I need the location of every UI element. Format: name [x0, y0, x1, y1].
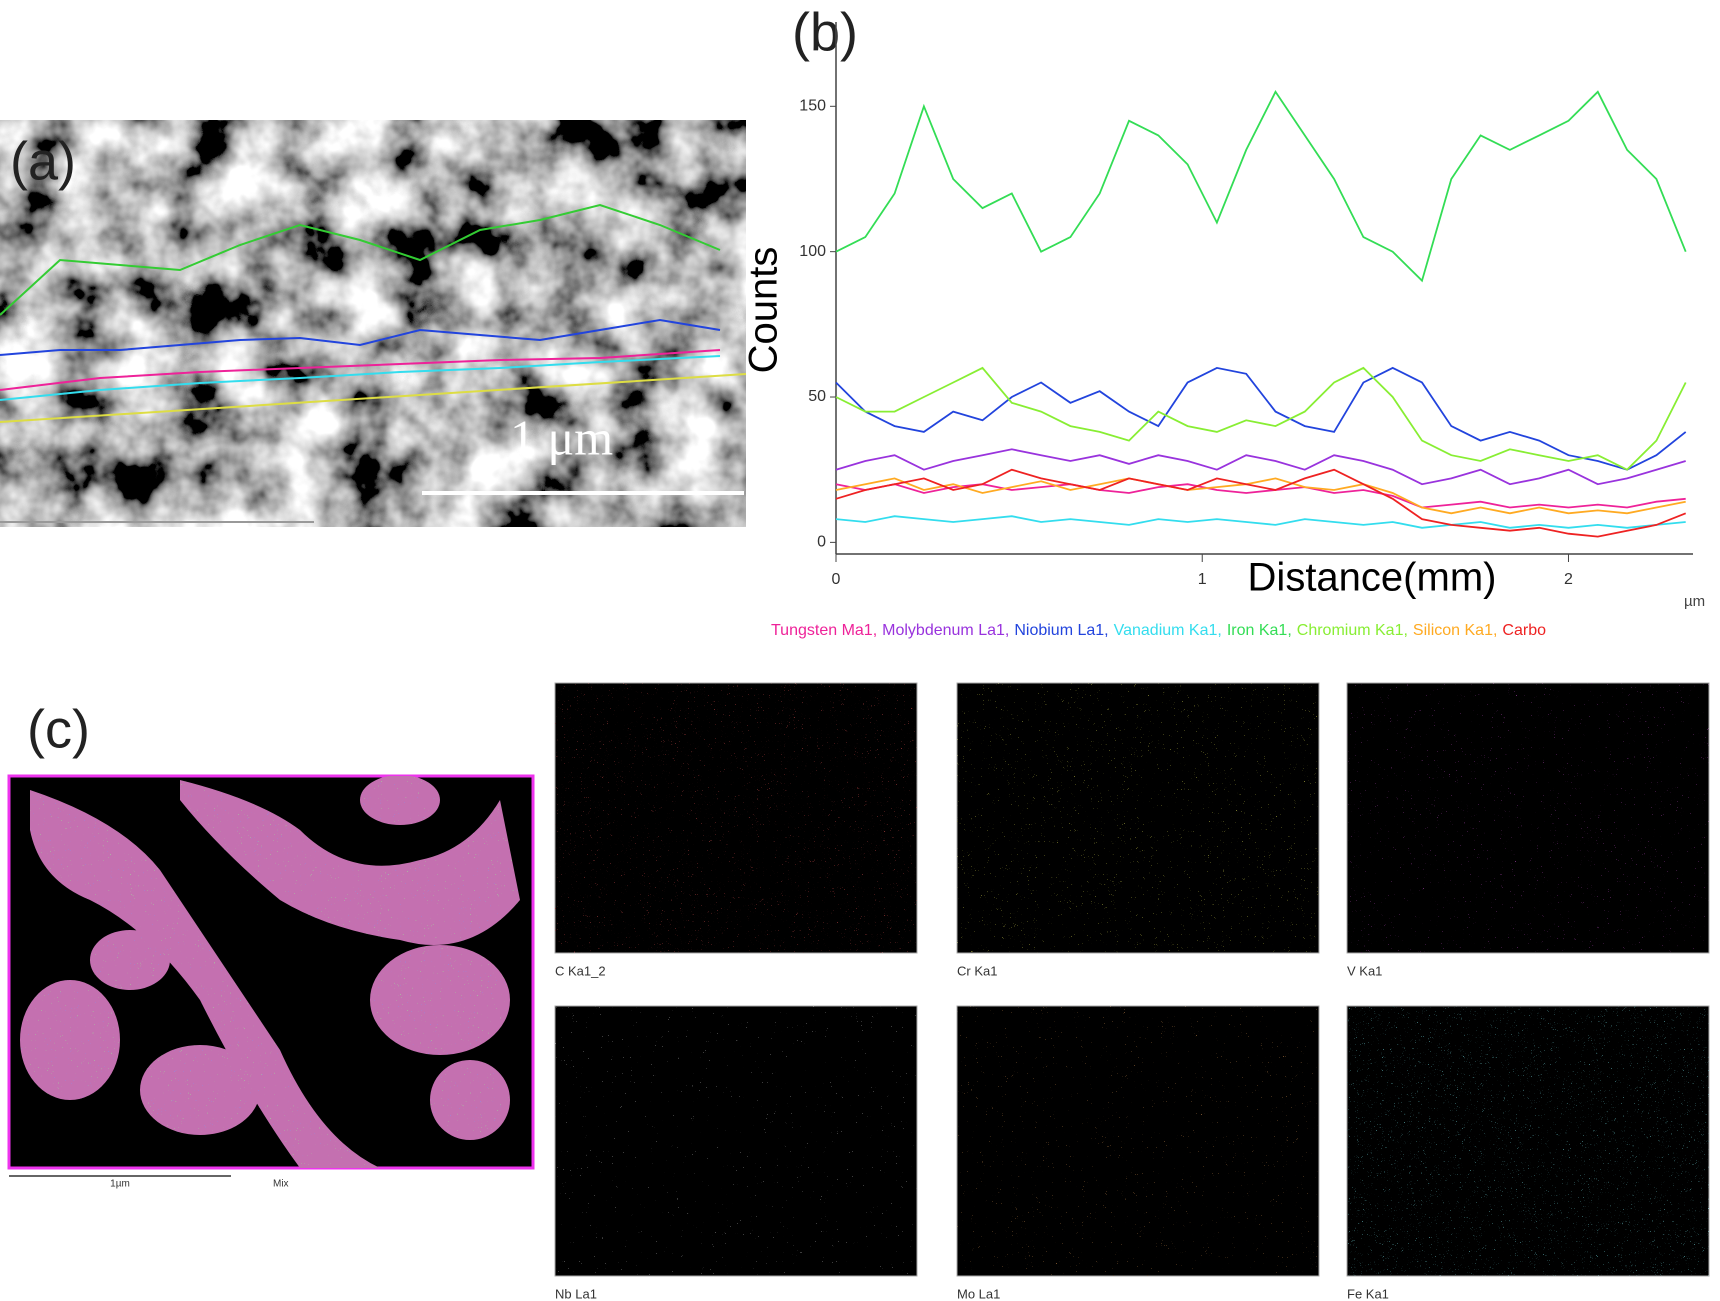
map-label: Mo La1 [957, 1286, 1000, 1301]
map-texture [957, 683, 1319, 953]
series-line [835, 477, 1686, 515]
scale-label: 1µm [110, 1179, 130, 1190]
panel-c: (c) 1µm Mix C Ka1_2 Cr Ka1 V Ka1 Nb La1 Mo L… [7, 682, 1710, 1301]
series-line [835, 468, 1687, 538]
panel-label: (c) [27, 699, 90, 759]
x-unit: µm [1684, 593, 1705, 610]
series-line [835, 448, 1686, 486]
panel-b: (b) Counts Distance(mm) µm Tungsten Ma1,… [742, 2, 1706, 639]
legend-entry: Silicon Ka1, [1413, 622, 1498, 639]
map-label: Fe Ka1 [1347, 1286, 1389, 1301]
legend: Tungsten Ma1, Molybdenum La1, Niobium La1,… [771, 622, 1546, 639]
y-tick-label: 150 [799, 98, 826, 115]
y-axis-label: Counts [742, 247, 786, 374]
sem-texture [0, 120, 746, 527]
map-texture [957, 1006, 1319, 1276]
y-tick-label: 0 [817, 534, 826, 551]
series-line [835, 90, 1687, 283]
map-label: C Ka1_2 [555, 963, 606, 978]
map-texture [555, 1006, 917, 1276]
y-tick-label: 50 [808, 388, 826, 405]
series-line [835, 515, 1686, 529]
x-tick-label: 1 [1198, 571, 1207, 588]
legend-entry: Tungsten Ma1, [771, 622, 877, 639]
overlay-line [0, 203, 721, 316]
series-line [835, 366, 1687, 471]
overlay-line [0, 318, 721, 356]
overlay-line [0, 355, 721, 401]
element-maps: C Ka1_2 Cr Ka1 V Ka1 Nb La1 Mo La1 Fe Ka1 [554, 682, 1710, 1301]
panel-a: 1 μm (a) [0, 120, 747, 527]
scan-line [0, 373, 747, 423]
legend-entry: Vanadium Ka1, [1114, 622, 1222, 639]
legend-entry: Chromium Ka1, [1297, 622, 1408, 639]
map-texture [1347, 683, 1709, 953]
scale-label: 1 μm [510, 409, 613, 465]
map-label: V Ka1 [1347, 963, 1382, 978]
legend-entry: Niobium La1, [1014, 622, 1108, 639]
legend-entry: Carbo [1502, 622, 1546, 639]
map-label: Nb La1 [555, 1286, 597, 1301]
panel-label: (a) [10, 131, 76, 191]
overlay-line [0, 349, 721, 391]
legend-entry: Molybdenum La1, [882, 622, 1009, 639]
y-tick-label: 100 [799, 243, 826, 260]
panel-label: (b) [792, 2, 858, 62]
map-texture [1347, 1006, 1709, 1276]
mix-label: Mix [273, 1179, 289, 1190]
x-tick-label: 0 [832, 571, 841, 588]
x-axis-label: Distance(mm) [1248, 556, 1497, 600]
legend-entry: Iron Ka1, [1227, 622, 1292, 639]
series-line [835, 366, 1687, 471]
x-tick-label: 2 [1564, 571, 1573, 588]
map-texture [555, 683, 917, 953]
map-label: Cr Ka1 [957, 963, 997, 978]
